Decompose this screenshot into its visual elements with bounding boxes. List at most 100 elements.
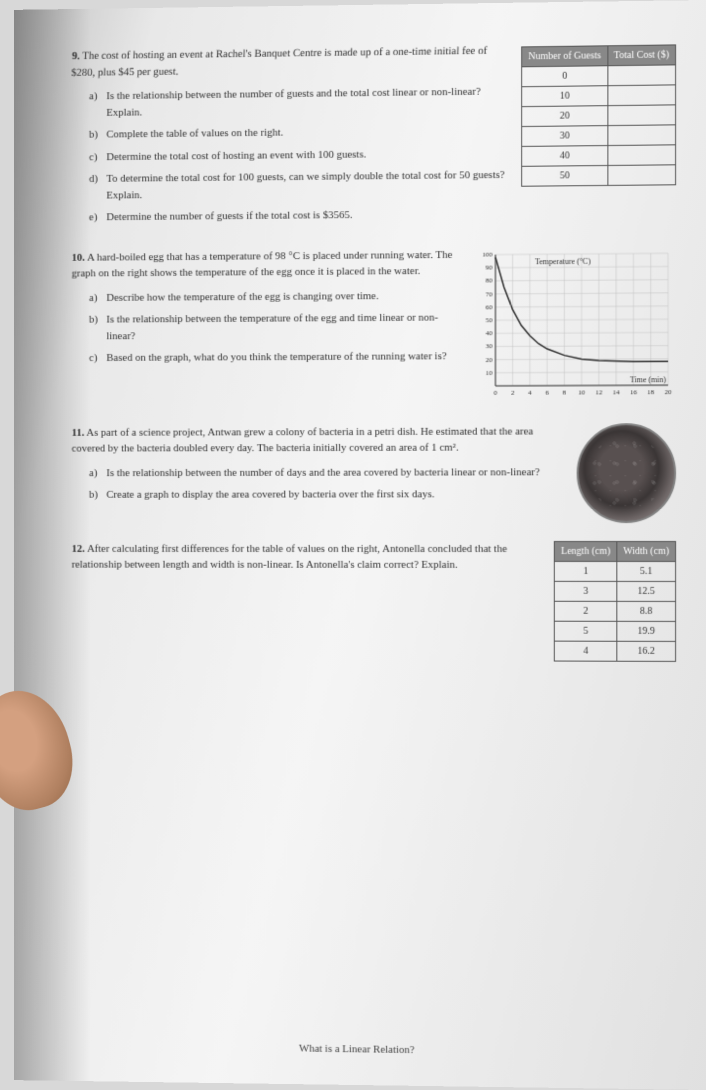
q9-intro: 9. The cost of hosting an event at Rache… xyxy=(71,43,512,81)
q12-table: Length (cm)Width (cm) 15.1 312.5 28.8 51… xyxy=(554,541,676,662)
page-footer: What is a Linear Relation? xyxy=(299,1043,415,1056)
q9-table: Number of GuestsTotal Cost ($) 0 10 20 3… xyxy=(521,44,676,228)
table-cell: 20 xyxy=(522,106,608,127)
svg-text:60: 60 xyxy=(486,304,493,311)
q9-a-text: Is the relationship between the number o… xyxy=(106,83,511,120)
q12-number: 12. xyxy=(72,543,85,555)
svg-text:Time (min): Time (min) xyxy=(630,375,667,384)
table-cell: 1 xyxy=(555,561,617,581)
q9-e-label: e) xyxy=(89,209,106,225)
q11-b: b)Create a graph to display the area cov… xyxy=(89,486,562,503)
q9-e: e)Determine the number of guests if the … xyxy=(89,206,512,226)
q9-a: a)Is the relationship between the number… xyxy=(89,83,512,121)
svg-text:80: 80 xyxy=(486,277,493,284)
q10-chart: 0 2 4 6 8 10 12 14 16 18 20 10 20 30 40 50 60 70 80 90 100 Te… xyxy=(468,245,676,406)
q11-a-label: a) xyxy=(89,465,106,481)
q9-c-text: Determine the total cost of hosting an e… xyxy=(106,146,366,165)
petri-dish-image xyxy=(577,423,676,523)
q11-b-text: Create a graph to display the area cover… xyxy=(106,486,434,503)
svg-text:20: 20 xyxy=(665,389,673,396)
svg-text:4: 4 xyxy=(528,389,532,396)
q9-d: d)To determine the total cost for 100 gu… xyxy=(89,167,512,204)
svg-text:30: 30 xyxy=(486,343,493,350)
question-9: 9. The cost of hosting an event at Rache… xyxy=(72,40,676,231)
svg-text:8: 8 xyxy=(563,389,567,396)
svg-text:10: 10 xyxy=(486,369,493,376)
q10-c: c)Based on the graph, what do you think … xyxy=(89,348,458,366)
table-cell: 4 xyxy=(555,641,617,661)
q10-b-label: b) xyxy=(89,312,106,345)
table-cell: 16.2 xyxy=(617,641,676,661)
table-cell: 19.9 xyxy=(617,621,676,641)
q12-intro-text: After calculating first differences for … xyxy=(72,543,507,571)
chart-svg: 0 2 4 6 8 10 12 14 16 18 20 10 20 30 40 50 60 70 80 90 100 Te… xyxy=(468,245,676,406)
q9-d-text: To determine the total cost for 100 gues… xyxy=(106,167,511,204)
table-cell xyxy=(607,65,675,86)
table-cell: 50 xyxy=(522,165,608,186)
q10-number: 10. xyxy=(72,251,85,263)
q9-c-label: c) xyxy=(89,149,106,165)
q9-b-text: Complete the table of values on the righ… xyxy=(106,125,283,143)
svg-text:0: 0 xyxy=(494,389,498,396)
q9-e-text: Determine the number of guests if the to… xyxy=(106,207,352,225)
q9-th2: Total Cost ($) xyxy=(607,45,675,66)
svg-text:6: 6 xyxy=(545,389,549,396)
question-11: 11. As part of a science project, Antwan… xyxy=(72,423,676,523)
svg-text:16: 16 xyxy=(630,389,637,396)
svg-text:10: 10 xyxy=(578,389,585,396)
svg-text:40: 40 xyxy=(486,330,493,337)
svg-text:70: 70 xyxy=(486,290,493,297)
q9-b-label: b) xyxy=(89,127,106,143)
q10-b-text: Is the relationship between the temperat… xyxy=(106,310,458,345)
q9-b: b)Complete the table of values on the ri… xyxy=(89,122,512,143)
q12-intro: 12. After calculating first differences … xyxy=(72,541,535,574)
q10-b: b)Is the relationship between the temper… xyxy=(89,310,458,345)
q9-number: 9. xyxy=(72,50,80,62)
table-cell: 10 xyxy=(522,86,608,107)
table-cell: 5.1 xyxy=(617,561,676,581)
svg-text:90: 90 xyxy=(486,264,493,271)
q12-th2: Width (cm) xyxy=(617,541,676,561)
question-10: 10. A hard-boiled egg that has a tempera… xyxy=(72,245,676,407)
q11-number: 11. xyxy=(72,426,85,438)
table-cell: 40 xyxy=(522,146,608,167)
q11-intro-text: As part of a science project, Antwan gre… xyxy=(72,425,534,454)
table-cell xyxy=(607,85,675,106)
table-cell xyxy=(607,165,675,186)
q12-th1: Length (cm) xyxy=(555,541,617,561)
question-12: 12. After calculating first differences … xyxy=(72,541,676,662)
table-cell: 30 xyxy=(522,126,608,147)
table-cell: 0 xyxy=(522,66,608,87)
table-cell xyxy=(607,125,675,146)
table-cell: 3 xyxy=(555,581,617,601)
svg-text:18: 18 xyxy=(647,389,655,396)
q10-c-text: Based on the graph, what do you think th… xyxy=(106,348,446,366)
q9-d-label: d) xyxy=(89,171,106,204)
table-cell xyxy=(607,105,675,126)
q10-intro-text: A hard-boiled egg that has a temperature… xyxy=(72,248,453,279)
svg-text:100: 100 xyxy=(482,251,493,258)
svg-text:14: 14 xyxy=(613,389,620,396)
table-cell: 8.8 xyxy=(617,601,676,621)
svg-text:Temperature (°C): Temperature (°C) xyxy=(535,256,591,265)
table-cell: 12.5 xyxy=(617,581,676,601)
q9-intro-text: The cost of hosting an event at Rachel's… xyxy=(71,45,487,79)
q9-c: c)Determine the total cost of hosting an… xyxy=(89,145,512,166)
q9-th1: Number of Guests xyxy=(522,46,608,67)
q10-a-text: Describe how the temperature of the egg … xyxy=(106,288,378,306)
q10-c-label: c) xyxy=(89,350,106,366)
svg-text:12: 12 xyxy=(595,389,602,396)
q10-a-label: a) xyxy=(89,290,106,306)
q11-a: a)Is the relationship between the number… xyxy=(89,464,562,481)
q10-intro: 10. A hard-boiled egg that has a tempera… xyxy=(72,246,458,281)
svg-text:2: 2 xyxy=(511,389,515,396)
table-cell: 2 xyxy=(555,601,617,621)
q11-a-text: Is the relationship between the number o… xyxy=(106,464,539,481)
q11-b-label: b) xyxy=(89,487,106,503)
svg-text:20: 20 xyxy=(486,356,493,363)
table-cell xyxy=(607,145,675,166)
q11-intro: 11. As part of a science project, Antwan… xyxy=(72,423,562,457)
q10-a: a)Describe how the temperature of the eg… xyxy=(89,287,458,306)
svg-text:50: 50 xyxy=(486,317,493,324)
q9-a-label: a) xyxy=(89,88,106,121)
